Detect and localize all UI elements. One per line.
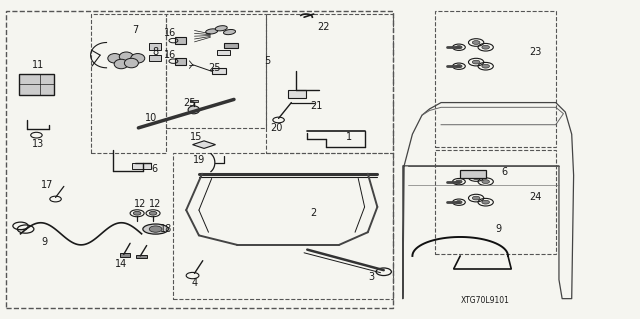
Text: 10: 10 [145, 113, 157, 123]
Text: 1: 1 [346, 132, 352, 142]
Text: 6: 6 [502, 167, 508, 177]
Text: 19: 19 [193, 154, 205, 165]
Ellipse shape [215, 26, 227, 31]
Text: 17: 17 [41, 180, 54, 190]
Bar [225, 43, 239, 48]
Bar [136, 255, 147, 258]
Text: 25: 25 [209, 63, 221, 73]
Bar [19, 74, 54, 95]
Text: 2: 2 [310, 208, 317, 218]
Ellipse shape [143, 224, 168, 234]
Text: 20: 20 [271, 123, 283, 133]
Bar [435, 150, 556, 254]
Ellipse shape [205, 29, 218, 34]
Bar [435, 11, 556, 147]
Text: 9: 9 [41, 237, 47, 247]
Bar [190, 100, 198, 102]
Ellipse shape [119, 52, 133, 62]
Circle shape [482, 64, 490, 68]
Bar [460, 170, 486, 178]
Circle shape [149, 211, 157, 215]
Text: 16: 16 [164, 50, 177, 60]
Ellipse shape [124, 58, 138, 68]
Text: 9: 9 [495, 224, 502, 234]
Circle shape [149, 226, 162, 232]
Text: 12: 12 [134, 199, 147, 209]
Text: 12: 12 [149, 199, 162, 209]
Polygon shape [193, 141, 216, 148]
Bar [266, 14, 394, 153]
Text: 3: 3 [368, 271, 374, 281]
Bar [6, 11, 394, 308]
Text: 8: 8 [152, 47, 159, 57]
Text: XTG70L9101: XTG70L9101 [461, 296, 510, 305]
Circle shape [482, 45, 490, 49]
Ellipse shape [223, 29, 236, 35]
Bar [166, 14, 266, 128]
Bar [288, 90, 306, 98]
Bar [217, 50, 230, 55]
Text: 22: 22 [317, 22, 330, 32]
Text: 25: 25 [183, 98, 196, 108]
Circle shape [456, 180, 462, 183]
Bar [212, 69, 226, 74]
Ellipse shape [188, 106, 200, 114]
Text: 4: 4 [191, 278, 198, 288]
Bar [175, 37, 186, 44]
Text: 16: 16 [164, 28, 177, 38]
Circle shape [472, 196, 480, 200]
Ellipse shape [114, 59, 128, 69]
Bar [175, 58, 186, 65]
Circle shape [472, 41, 480, 44]
Circle shape [472, 60, 480, 64]
Circle shape [482, 180, 490, 183]
Circle shape [456, 201, 462, 204]
Text: 13: 13 [32, 139, 44, 149]
Bar [132, 163, 151, 169]
Bar [173, 153, 394, 299]
Text: 14: 14 [115, 259, 127, 269]
Circle shape [482, 200, 490, 204]
Circle shape [456, 46, 462, 49]
Circle shape [456, 65, 462, 68]
Text: 15: 15 [189, 132, 202, 142]
Text: 5: 5 [264, 56, 271, 66]
Bar [91, 14, 166, 153]
Bar [120, 253, 130, 256]
Ellipse shape [108, 54, 122, 63]
Bar [149, 43, 161, 50]
Text: 18: 18 [159, 224, 172, 234]
Text: 21: 21 [310, 101, 323, 111]
Circle shape [133, 211, 141, 215]
Text: 11: 11 [31, 60, 44, 70]
Text: 23: 23 [529, 47, 541, 57]
Bar [149, 55, 161, 62]
Text: 7: 7 [132, 25, 138, 35]
Text: 24: 24 [529, 192, 541, 203]
Text: 6: 6 [151, 164, 157, 174]
Circle shape [472, 176, 480, 179]
Ellipse shape [131, 54, 145, 63]
